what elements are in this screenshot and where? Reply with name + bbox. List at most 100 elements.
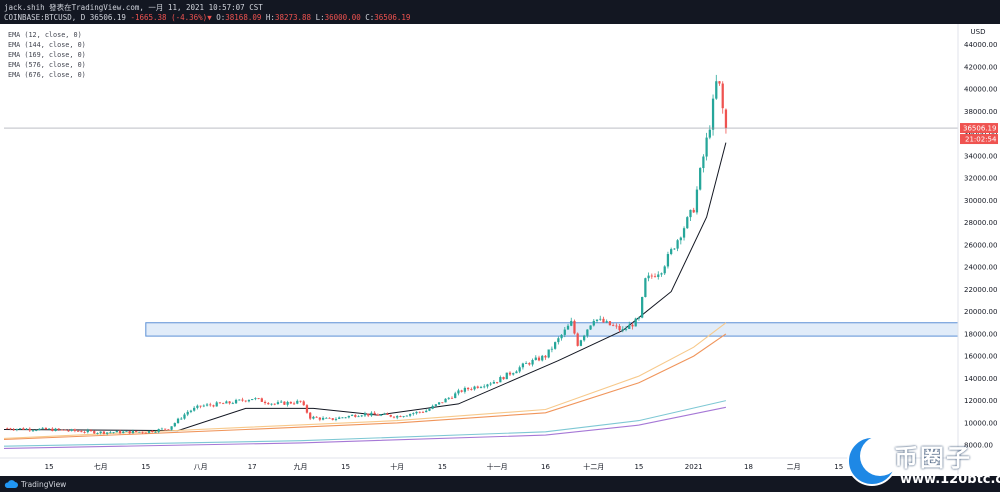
candle-body [196,405,199,408]
candle [541,354,544,362]
candle-body [218,402,222,404]
candle-body [183,414,186,419]
candle-body [309,412,312,419]
candle [350,414,354,417]
high-value: 38273.88 [274,13,312,22]
y-tick-label: 26000.00 [964,241,997,249]
candle [70,428,73,432]
candle [199,405,202,409]
candle-body [173,423,176,427]
candle-body [547,349,550,358]
candle [325,417,328,419]
candle-body [389,414,392,417]
candle-body [189,410,193,412]
symbol-label[interactable]: COINBASE:BTCUSD, D [4,13,86,22]
candle [141,431,144,434]
candle-body [241,399,244,401]
candle-body [370,412,373,416]
candle-body [708,129,711,138]
candle [205,402,209,407]
indicator-ema-169[interactable]: EMA (169, close, 0) [8,51,86,59]
candle [47,428,51,430]
candle-body [518,367,521,372]
candle-body [573,320,576,334]
candle [666,251,670,269]
candle-body [251,399,254,401]
candle [589,325,592,331]
candle-body [431,405,434,409]
candle-body [135,430,138,432]
y-tick-label: 18000.00 [964,330,997,338]
price-chart[interactable]: USD 8000.00 10000.00 12000.00 14000.00 16000.… [0,24,1000,476]
candle [618,323,621,332]
candle [80,430,83,433]
indicator-ema-576[interactable]: EMA (576, close, 0) [8,61,86,69]
candle [528,362,531,366]
candle-body [379,414,383,416]
candle-body [531,359,534,365]
candle [479,385,483,389]
candle [263,400,267,405]
x-tick-label: 16 [541,463,550,471]
candle-body [131,430,135,434]
candle-body [334,418,338,420]
indicator-ema-676[interactable]: EMA (676, close, 0) [8,71,86,79]
candle [128,430,131,435]
candle-body [167,429,170,431]
candle-body [41,427,44,429]
candle-body [396,416,399,418]
candle [421,410,425,413]
low-value: 36000.00 [324,13,361,22]
candle [131,429,135,434]
candle [396,415,399,420]
candle [515,370,518,374]
candle-body [486,384,489,387]
candle [151,430,154,433]
candle [650,273,653,279]
candle-body [141,431,144,433]
candle-body [473,386,476,390]
candle [524,361,528,364]
candle [608,320,612,326]
candle [334,417,338,422]
candle [544,355,547,360]
candle [570,317,573,327]
candle-body [534,357,537,360]
y-tick-label: 34000.00 [964,152,997,160]
candle [583,334,586,342]
candle [28,427,31,432]
candle [360,414,363,418]
candle-body [670,249,673,255]
indicator-ema-144[interactable]: EMA (144, close, 0) [8,41,86,49]
candle-body [83,432,86,433]
ema-line-4 [3,400,727,447]
candle-body [138,431,141,433]
tradingview-cloud-icon [4,480,18,488]
candle-body [405,415,408,417]
candle [489,381,492,386]
candle-body [176,418,180,424]
candle [392,416,396,419]
candle-body [273,403,276,405]
candle [157,428,160,434]
candle-body [57,428,60,430]
candle-body [199,405,202,407]
candle [344,416,347,419]
candle-body [315,416,318,418]
candle-body [502,377,505,380]
candle-body [238,399,241,401]
candle [631,322,634,330]
candle-body [589,325,592,330]
tradingview-logo[interactable]: TradingView [4,479,66,489]
candle [566,323,570,330]
candle [102,431,106,435]
candle-body [47,428,51,430]
candle [73,428,77,433]
candle [534,355,537,361]
indicator-ema-12[interactable]: EMA (12, close, 0) [8,31,82,39]
candle-body [437,402,441,405]
candle [605,319,608,324]
candle [118,429,122,435]
candle [154,430,157,433]
